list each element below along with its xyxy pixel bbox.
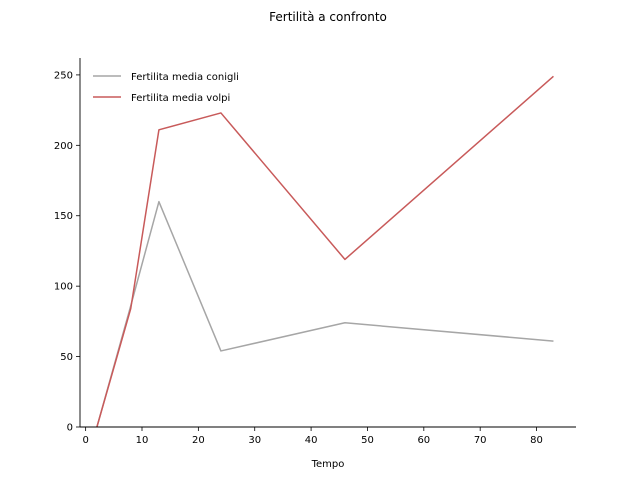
x-tick-label: 50 (361, 435, 374, 446)
y-tick-label: 0 (67, 423, 73, 434)
x-tick-label: 80 (530, 435, 543, 446)
x-tick-label: 20 (192, 435, 205, 446)
y-tick-label: 150 (54, 211, 73, 222)
chart-title: Fertilità a confronto (269, 10, 387, 24)
x-tick-label: 30 (248, 435, 261, 446)
x-ticks: 0 10 20 30 40 50 60 70 80 (82, 427, 543, 446)
x-tick-label: 10 (136, 435, 149, 446)
plot-area (96, 75, 554, 427)
series-line-2 (96, 75, 554, 427)
y-tick-label: 50 (60, 352, 73, 363)
y-tick-label: 100 (54, 282, 73, 293)
legend-label-1: Fertilita media conigli (131, 72, 239, 83)
legend: Fertilita media conigli Fertilita media v… (93, 72, 239, 104)
legend-label-2: Fertilita media volpi (131, 93, 230, 104)
x-tick-label: 0 (82, 435, 88, 446)
x-tick-label: 60 (417, 435, 430, 446)
y-ticks: 0 50 100 150 200 250 (54, 70, 80, 434)
y-tick-label: 200 (54, 141, 73, 152)
x-axis-label: Tempo (311, 459, 345, 470)
x-tick-label: 40 (305, 435, 318, 446)
x-tick-label: 70 (474, 435, 487, 446)
y-tick-label: 250 (54, 70, 73, 81)
